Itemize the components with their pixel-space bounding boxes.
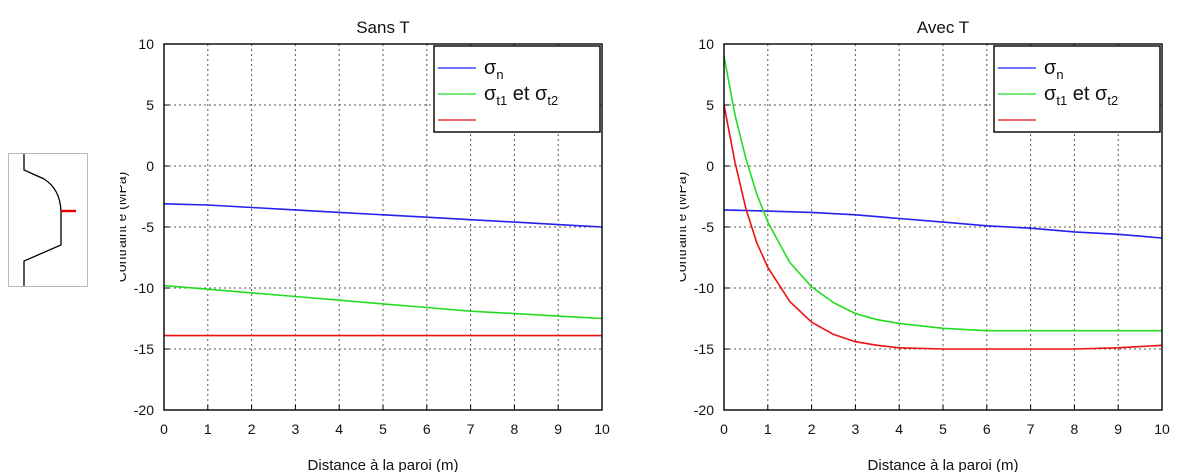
legend-box [993, 45, 1161, 133]
legend-box [433, 45, 601, 133]
y-tick-label: 0 [146, 158, 154, 174]
legend-subscript: t1 [1056, 93, 1067, 108]
inset-wall-outline [23, 154, 62, 286]
legend-sigma-2: σ [535, 83, 548, 105]
y-tick-label: 0 [706, 158, 714, 174]
legend-label-1: σt1 et σt2 [484, 83, 558, 108]
x-tick-label: 4 [895, 421, 903, 437]
legend-label-0: σn [1044, 57, 1064, 82]
y-tick-label: -10 [134, 280, 154, 296]
y-tick-label: 5 [706, 97, 714, 113]
x-tick-label: 0 [160, 421, 168, 437]
x-tick-label: 5 [939, 421, 947, 437]
y-tick-label: -15 [694, 341, 714, 357]
y-tick-label: -5 [702, 219, 715, 235]
y-tick-label: 10 [138, 36, 154, 52]
x-tick-label: 9 [554, 421, 562, 437]
legend-connector: et [1067, 83, 1095, 105]
chart-avec-t: 0 1 2 3 4 5 6 7 8 9 10 -20 -15 -10 -5 0 5 10 Avec T Distanc… [680, 18, 1170, 472]
legend-subscript: n [1056, 67, 1063, 82]
wall-schematic-inset [8, 153, 88, 287]
legend-connector: et [507, 83, 535, 105]
series-line-1 [163, 284, 603, 320]
x-tick-label: 2 [248, 421, 256, 437]
legend-subscript: t1 [496, 93, 507, 108]
x-tick-label: 10 [594, 421, 610, 437]
series-line-0 [163, 203, 603, 228]
legend-sigma: σ [484, 57, 497, 79]
legend-label-0: σn [484, 57, 504, 82]
x-tick-label: 4 [335, 421, 343, 437]
x-tick-label: 5 [379, 421, 387, 437]
legend-subscript-2: t2 [1107, 93, 1118, 108]
legend-subscript: n [496, 67, 503, 82]
x-tick-label: 10 [1154, 421, 1170, 437]
x-axis-label: Distance à la paroi (m) [308, 457, 459, 472]
legend-sigma-2: σ [1095, 83, 1108, 105]
legend-subscript-2: t2 [547, 93, 558, 108]
y-tick-label: -10 [694, 280, 714, 296]
y-tick-label: -15 [134, 341, 154, 357]
x-tick-label: 3 [292, 421, 300, 437]
x-tick-label: 8 [511, 421, 519, 437]
chart-title: Sans T [356, 18, 410, 37]
y-axis-label: Contraint e (MPa) [680, 172, 689, 282]
x-axis-label: Distance à la paroi (m) [868, 457, 1019, 472]
x-tick-label: 7 [467, 421, 475, 437]
legend-sigma: σ [484, 83, 497, 105]
series-line-0 [723, 209, 1163, 239]
x-tick-label: 8 [1071, 421, 1079, 437]
legend-label-1: σt1 et σt2 [1044, 83, 1118, 108]
chart-title: Avec T [917, 18, 969, 37]
series-line-1 [723, 56, 1162, 332]
x-tick-label: 6 [423, 421, 431, 437]
x-tick-label: 2 [808, 421, 816, 437]
x-tick-label: 7 [1027, 421, 1035, 437]
series-line-2 [723, 104, 1163, 350]
y-tick-label: 10 [698, 36, 714, 52]
y-tick-label: -5 [142, 219, 155, 235]
x-tick-label: 6 [983, 421, 991, 437]
chart-sans-t: 0 1 2 3 4 5 6 7 8 9 10 -20 -15 -10 -5 0 5 10 Sans T Distanc… [120, 18, 610, 472]
x-tick-label: 1 [204, 421, 212, 437]
x-tick-label: 3 [852, 421, 860, 437]
x-tick-label: 1 [764, 421, 772, 437]
y-tick-label: -20 [694, 402, 714, 418]
x-tick-label: 9 [1114, 421, 1122, 437]
y-axis-label: Contraint e (MPa) [120, 172, 129, 282]
inset-frame [8, 153, 88, 287]
y-tick-label: -20 [134, 402, 154, 418]
legend-sigma: σ [1044, 83, 1057, 105]
x-tick-label: 0 [720, 421, 728, 437]
y-tick-label: 5 [146, 97, 154, 113]
legend-sigma: σ [1044, 57, 1057, 79]
